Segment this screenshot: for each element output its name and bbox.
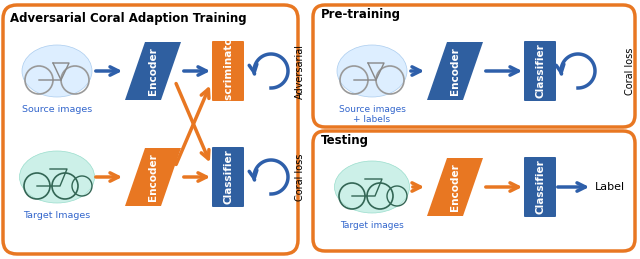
Text: Classifier: Classifier: [223, 150, 233, 204]
Text: Encoder: Encoder: [148, 47, 158, 95]
Text: Encoder: Encoder: [450, 47, 460, 95]
FancyBboxPatch shape: [313, 5, 635, 127]
Polygon shape: [427, 158, 483, 216]
Text: Adversarial Coral Adaption Training: Adversarial Coral Adaption Training: [10, 12, 246, 25]
Polygon shape: [125, 148, 181, 206]
Text: Coral loss: Coral loss: [295, 153, 305, 201]
FancyBboxPatch shape: [524, 157, 556, 217]
Text: Adversarial: Adversarial: [295, 44, 305, 98]
Text: Discriminator: Discriminator: [223, 31, 233, 111]
Text: Classifier: Classifier: [535, 160, 545, 214]
Text: Label: Label: [595, 182, 625, 192]
Polygon shape: [427, 42, 483, 100]
Ellipse shape: [22, 45, 92, 97]
Text: Target images: Target images: [340, 221, 404, 230]
FancyBboxPatch shape: [313, 131, 635, 251]
Text: Encoder: Encoder: [148, 153, 158, 201]
Polygon shape: [125, 42, 181, 100]
Text: Classifier: Classifier: [535, 44, 545, 98]
Ellipse shape: [337, 45, 407, 97]
Text: Source images
+ labels: Source images + labels: [339, 105, 405, 124]
Text: Encoder: Encoder: [450, 163, 460, 211]
Ellipse shape: [19, 151, 95, 203]
FancyBboxPatch shape: [524, 41, 556, 101]
Text: Pre-training: Pre-training: [321, 8, 401, 21]
Text: Testing: Testing: [321, 134, 369, 147]
FancyBboxPatch shape: [212, 41, 244, 101]
Ellipse shape: [335, 161, 410, 213]
FancyBboxPatch shape: [3, 5, 298, 254]
Text: Source images: Source images: [22, 105, 92, 114]
Text: Target Images: Target Images: [24, 211, 91, 220]
FancyBboxPatch shape: [212, 147, 244, 207]
Text: Coral loss: Coral loss: [625, 47, 635, 95]
